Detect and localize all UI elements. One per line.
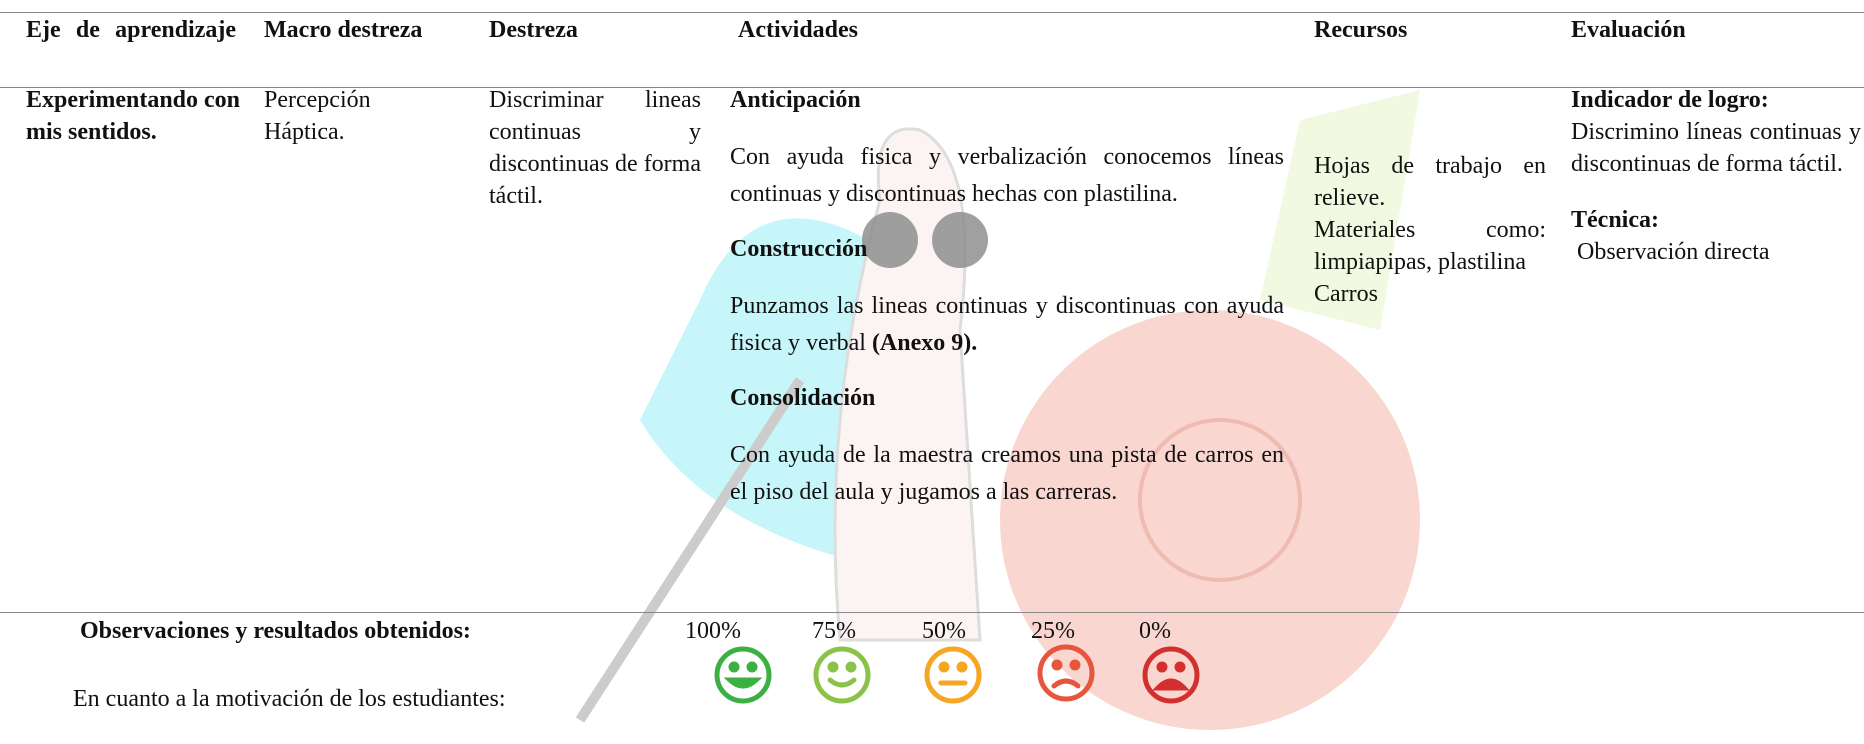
text: Punzamos las lineas continuas y disconti…: [730, 293, 1284, 356]
scale-label: 75%: [812, 618, 856, 644]
header: Evaluación: [1571, 17, 1686, 43]
faces: [714, 644, 1200, 704]
header: Eje de aprendizaje: [26, 17, 236, 43]
scale-label: 100%: [685, 618, 741, 644]
face-50: [924, 646, 982, 704]
label: Técnica:: [1571, 207, 1659, 233]
macro: Percepción Háptica.: [264, 87, 371, 145]
face-100: [714, 646, 772, 704]
rule: [0, 87, 1864, 88]
heading: Construcción: [730, 236, 868, 262]
text: Con ayuda fisica y verbalización conocem…: [730, 144, 1284, 207]
header: Macro destreza: [264, 17, 423, 43]
header: Actividades: [738, 17, 858, 43]
recursos: Hojas de trabajo en relieve. Materiales …: [1314, 150, 1546, 310]
face-75: [813, 646, 871, 704]
text: Observación directa: [1577, 239, 1770, 265]
header: Destreza: [489, 17, 578, 43]
text: Con ayuda de la maestra creamos una pist…: [730, 442, 1284, 505]
obs-title: Observaciones y resultados obtenidos:: [80, 618, 471, 644]
evaluacion: Indicador de logro: Discrimino líneas co…: [1571, 84, 1861, 268]
header: Recursos: [1314, 17, 1408, 43]
scale-label: 25%: [1031, 618, 1075, 644]
label: Indicador de logro:: [1571, 87, 1769, 113]
scale-label: 50%: [922, 618, 966, 644]
destreza: Discriminar lineas continuas y discontin…: [489, 87, 701, 209]
rule: [0, 612, 1864, 613]
rule: [0, 12, 1864, 13]
face-0: [1142, 646, 1200, 704]
heading: Consolidación: [730, 385, 876, 411]
actividades: Anticipación Con ayuda fisica y verbaliz…: [730, 82, 1284, 511]
scale-label: 0%: [1139, 618, 1171, 644]
eje: Experimentando con mis sentidos.: [26, 87, 241, 145]
text: Punzamos las lineas continuas y disconti…: [730, 288, 1284, 362]
motivacion: En cuanto a la motivación de los estudia…: [73, 686, 506, 712]
annex: (Anexo 9).: [871, 330, 978, 356]
item: Materiales como: limpiapipas, plastilina: [1314, 217, 1546, 275]
text: Discrimino líneas continuas y discontinu…: [1571, 119, 1861, 177]
item: Hojas de trabajo en relieve.: [1314, 153, 1546, 211]
face-25: [1037, 644, 1095, 702]
item: Carros: [1314, 281, 1378, 307]
heading: Anticipación: [730, 87, 861, 113]
